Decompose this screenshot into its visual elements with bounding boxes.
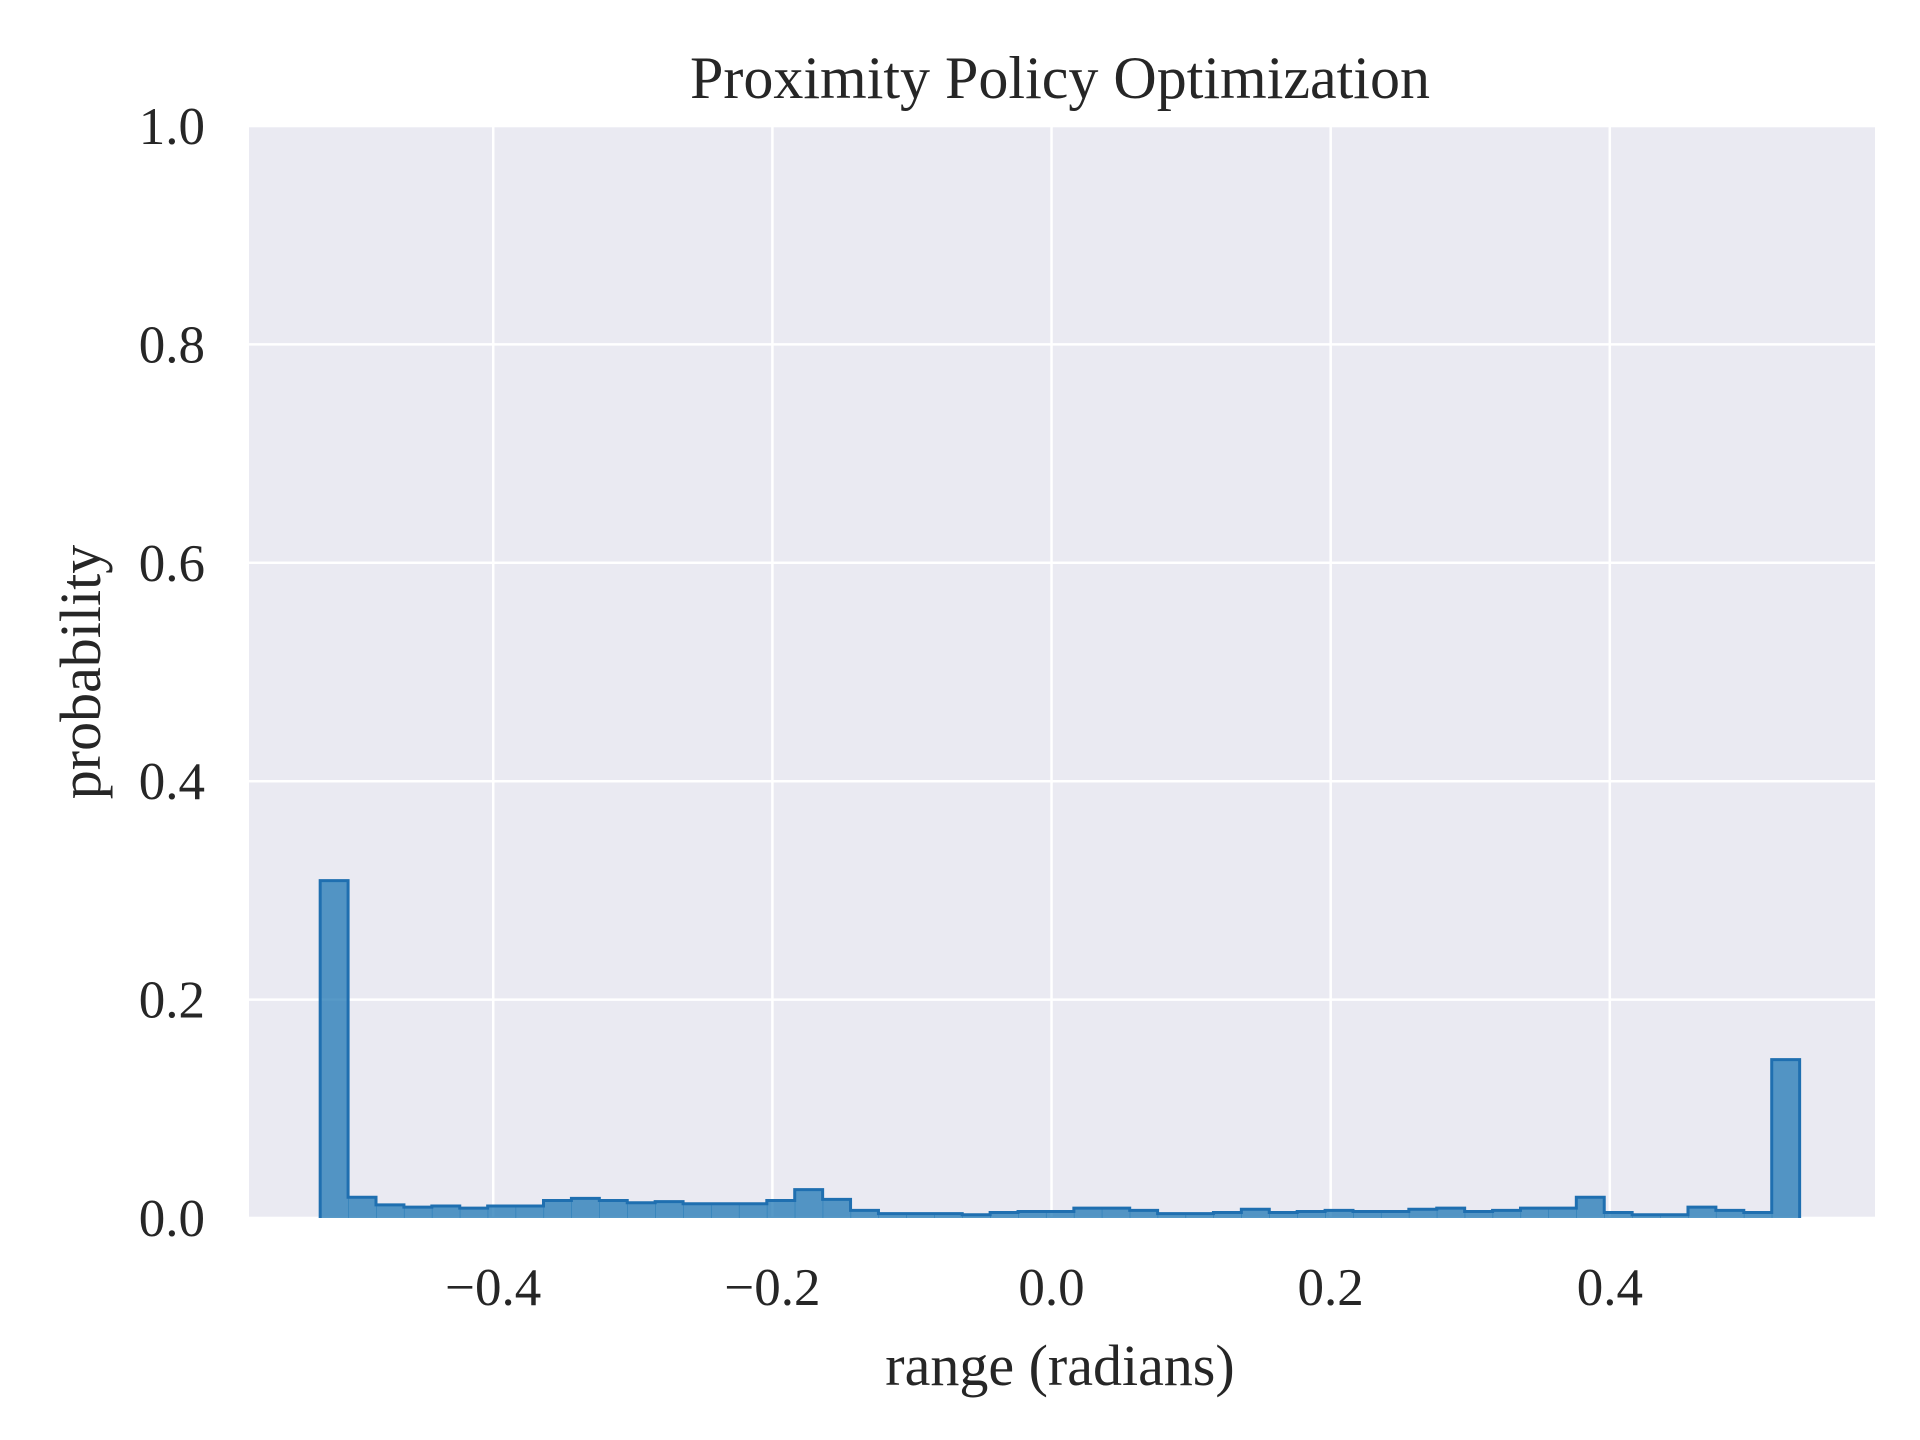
y-tick-label: 0.0 <box>139 1190 205 1248</box>
histogram-bar <box>906 1213 935 1218</box>
histogram-bar <box>1576 1197 1605 1218</box>
histogram-bar <box>1715 1210 1745 1218</box>
histogram-bar <box>738 1203 768 1218</box>
histogram-bar <box>710 1203 740 1218</box>
histogram-bar <box>320 880 349 1218</box>
histogram-bar <box>794 1189 824 1218</box>
histogram-bar <box>1353 1211 1382 1218</box>
histogram-bar <box>1492 1210 1522 1218</box>
histogram-bar <box>487 1205 517 1218</box>
x-axis-ticks: −0.4 −0.2 0.0 0.2 0.4 <box>445 1259 1643 1317</box>
histogram-bar <box>376 1204 405 1218</box>
histogram-bar <box>1380 1211 1410 1218</box>
y-tick-label: 0.4 <box>139 753 205 811</box>
histogram-bar <box>1269 1212 1298 1218</box>
histogram-outline <box>318 879 1802 1218</box>
histogram-bar <box>1045 1211 1075 1218</box>
histogram-bar <box>571 1198 600 1218</box>
x-tick-label: −0.2 <box>724 1259 820 1317</box>
histogram-bar <box>348 1197 377 1218</box>
histogram-bar <box>655 1201 684 1218</box>
histogram-bar <box>878 1213 907 1218</box>
histogram-bar <box>543 1200 573 1218</box>
histogram-bar <box>1297 1211 1326 1218</box>
histogram-bar <box>599 1200 628 1218</box>
histogram-bar <box>1436 1208 1466 1218</box>
histogram-bar <box>990 1212 1019 1218</box>
histogram-bar <box>1101 1208 1131 1218</box>
histogram-bar <box>1213 1212 1242 1218</box>
histogram-bar <box>934 1213 963 1218</box>
plot-area <box>249 126 1875 1218</box>
histogram-bar <box>1548 1208 1577 1218</box>
histogram-bar <box>1185 1213 1215 1218</box>
y-tick-label: 0.2 <box>139 972 205 1030</box>
x-tick-label: 0.4 <box>1577 1259 1643 1317</box>
histogram-bar <box>1632 1214 1661 1218</box>
histogram-bar <box>822 1199 852 1218</box>
histogram-bar <box>962 1214 991 1218</box>
histogram-bar <box>1325 1210 1354 1218</box>
y-axis-label: probability <box>48 545 113 800</box>
histogram-bar <box>459 1208 489 1218</box>
histogram-bar <box>1604 1212 1633 1218</box>
y-tick-label: 1.0 <box>139 98 205 156</box>
histogram-bar <box>766 1200 796 1218</box>
chart-title: Proximity Policy Optimization <box>690 45 1430 111</box>
histogram-bar <box>1464 1211 1494 1218</box>
histogram-bars <box>320 880 1801 1218</box>
histogram-bar <box>850 1210 880 1218</box>
histogram-bar <box>515 1205 545 1218</box>
histogram-bar <box>1018 1211 1047 1218</box>
histogram-bar <box>627 1202 656 1218</box>
histogram-bar <box>683 1203 712 1218</box>
histogram-bar <box>1520 1208 1550 1218</box>
x-axis-label: range (radians) <box>885 1333 1234 1398</box>
x-tick-label: 0.2 <box>1298 1259 1364 1317</box>
histogram-bar <box>431 1205 461 1218</box>
histogram-bar <box>1687 1207 1717 1218</box>
histogram-bar <box>1771 1059 1801 1218</box>
histogram-bar <box>1241 1209 1270 1218</box>
histogram-bar <box>1157 1213 1187 1218</box>
histogram-bar <box>1129 1210 1159 1218</box>
y-axis-ticks: 0.0 0.2 0.4 0.6 0.8 1.0 <box>139 98 205 1248</box>
histogram-bar <box>1073 1208 1103 1218</box>
x-tick-label: 0.0 <box>1018 1259 1084 1317</box>
histogram-bar <box>1408 1209 1438 1218</box>
y-tick-label: 0.8 <box>139 316 205 374</box>
y-tick-label: 0.6 <box>139 535 205 593</box>
histogram-bar <box>403 1207 433 1218</box>
histogram-bar <box>1743 1212 1773 1218</box>
x-tick-label: −0.4 <box>445 1259 541 1317</box>
histogram-bar <box>1660 1214 1689 1218</box>
